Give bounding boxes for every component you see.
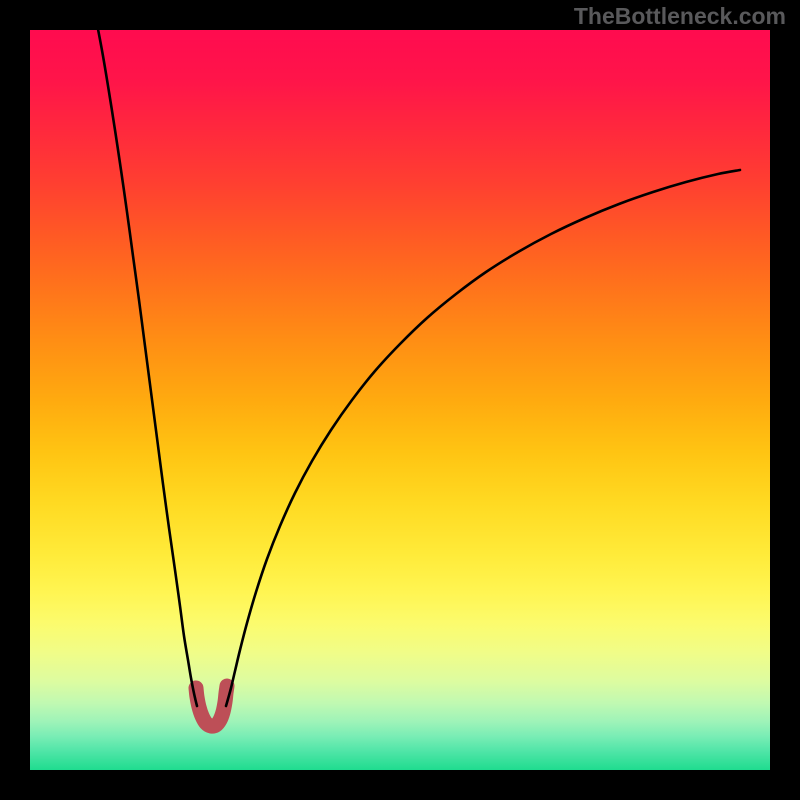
watermark-text: TheBottleneck.com [574, 3, 786, 30]
gradient-background [30, 30, 770, 770]
plot-svg [30, 30, 770, 770]
plot-area [30, 30, 770, 770]
